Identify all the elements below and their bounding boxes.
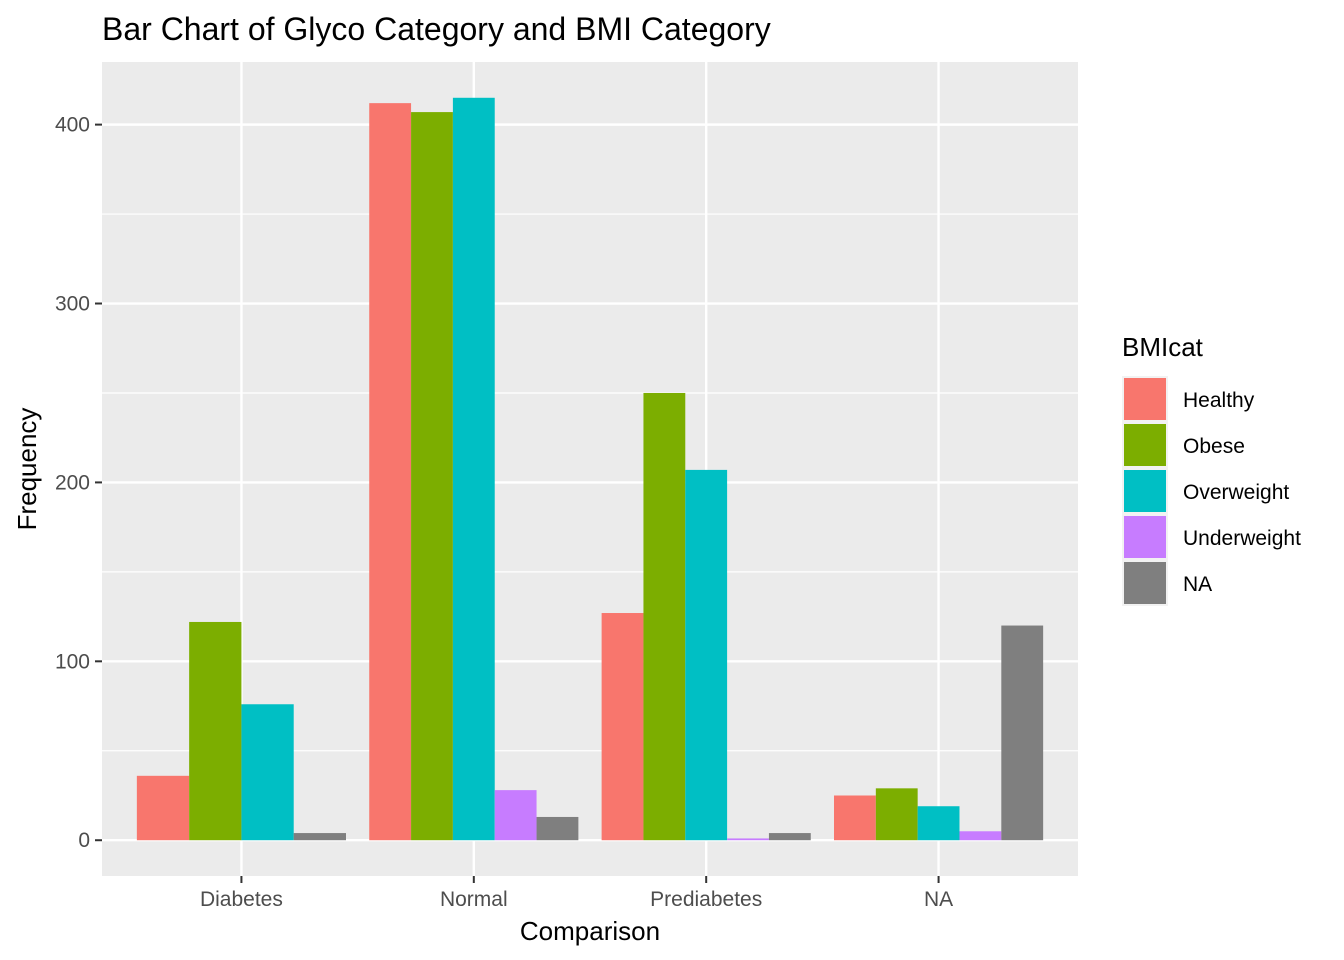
bar-underweight-na: [959, 831, 1002, 841]
legend-label: Healthy: [1183, 389, 1255, 412]
bar-obese-normal: [411, 112, 453, 841]
x-axis-title: Comparison: [520, 916, 660, 946]
bar-overweight-diabetes: [241, 704, 294, 841]
bar-healthy-prediabetes: [601, 613, 644, 841]
bars: [136, 97, 1044, 841]
y-tick-label: 0: [78, 829, 90, 852]
x-tick-label: NA: [924, 888, 953, 911]
legend-label: NA: [1183, 573, 1212, 596]
bar-obese-na: [875, 788, 918, 841]
y-tick-label: 300: [55, 293, 90, 316]
bar-na-diabetes: [293, 833, 346, 841]
y-axis-title: Frequency: [12, 408, 42, 531]
x-tick-label: Prediabetes: [650, 888, 762, 911]
bar-healthy-na: [834, 795, 876, 841]
legend-label: Overweight: [1183, 481, 1289, 504]
y-tick-label: 400: [55, 114, 90, 137]
legend-label: Obese: [1183, 435, 1245, 458]
y-tick-label: 100: [55, 650, 90, 673]
legend-label: Underweight: [1183, 527, 1301, 550]
legend-swatch-healthy: [1124, 378, 1166, 420]
bar-overweight-na: [917, 806, 960, 841]
x-tick-label: Diabetes: [200, 888, 283, 911]
bar-healthy-diabetes: [136, 775, 190, 841]
bar-overweight-normal: [452, 97, 495, 841]
bar-overweight-prediabetes: [685, 469, 728, 841]
legend: BMIcat Healthy Obese Overweight Underweight…: [1122, 332, 1301, 606]
bar-underweight-prediabetes: [727, 838, 769, 841]
bar-healthy-normal: [369, 103, 412, 841]
bar-obese-diabetes: [189, 621, 242, 841]
x-tick-label: Normal: [440, 888, 508, 911]
bar-na-na: [1001, 625, 1044, 841]
bar-obese-prediabetes: [643, 392, 686, 841]
axis-ticks: 0 100 200 300 400 Diabetes Normal Prediabetes NA: [55, 114, 953, 911]
y-tick-label: 200: [55, 471, 90, 494]
bar-na-normal: [536, 816, 579, 841]
bar-underweight-normal: [494, 790, 537, 841]
legend-swatch-overweight: [1124, 470, 1166, 512]
legend-swatch-obese: [1124, 424, 1166, 466]
legend-title: BMIcat: [1122, 332, 1204, 362]
bar-na-prediabetes: [768, 833, 811, 841]
chart-title: Bar Chart of Glyco Category and BMI Cate…: [102, 11, 771, 47]
legend-swatch-na: [1124, 562, 1166, 604]
legend-swatch-underweight: [1124, 516, 1166, 558]
